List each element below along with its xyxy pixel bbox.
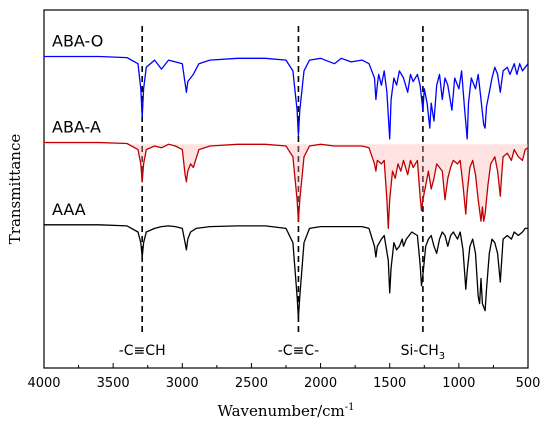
series-group bbox=[44, 55, 529, 319]
reference-label: -C≡CH bbox=[119, 343, 166, 359]
series-labels: ABA-O ABA-A AAA bbox=[52, 32, 103, 219]
series-label-AAA: AAA bbox=[52, 200, 86, 219]
x-tick-label: 2500 bbox=[235, 376, 268, 391]
reference-lines bbox=[141, 26, 424, 334]
reference-label: -C≡C- bbox=[278, 343, 319, 359]
x-axis-title: Wavenumber/cm-1 bbox=[217, 402, 354, 420]
x-tick-label: 1500 bbox=[373, 376, 406, 391]
x-tick-label: 1000 bbox=[442, 376, 475, 391]
series-line-ABA-A bbox=[44, 141, 529, 230]
reference-label: Si-CH3 bbox=[401, 343, 446, 362]
x-tick-label: 4000 bbox=[27, 376, 60, 391]
reference-labels: -C≡CH -C≡C- Si-CH3 bbox=[119, 343, 445, 362]
series-label-ABA-A: ABA-A bbox=[52, 117, 101, 136]
series-line-ABA-O bbox=[44, 55, 529, 140]
plot-frame bbox=[43, 9, 529, 369]
x-tick-label: 2000 bbox=[304, 376, 337, 391]
series-line-AAA bbox=[44, 224, 528, 319]
x-tick-label: 3000 bbox=[166, 376, 199, 391]
x-tick-label: 500 bbox=[516, 376, 541, 391]
y-axis-title: Transmittance bbox=[6, 134, 24, 245]
series-fill-ABA-A bbox=[44, 142, 528, 229]
x-axis-ticks: 4000 3500 3000 2500 2000 1500 1000 500 bbox=[27, 363, 540, 391]
x-tick-label: 3500 bbox=[97, 376, 130, 391]
series-label-ABA-O: ABA-O bbox=[52, 32, 103, 51]
